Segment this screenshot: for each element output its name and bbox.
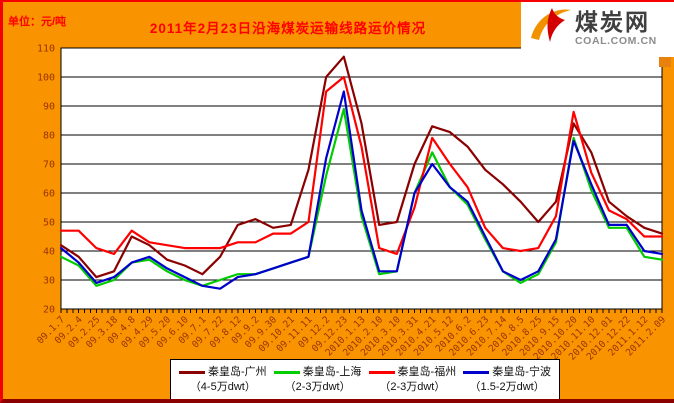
legend-item-fuzhou: 秦皇岛-福州 （2-3万dwt） <box>368 365 457 395</box>
y-axis-label: 110 <box>37 44 55 55</box>
legend-item-shanghai: 秦皇岛-上海 （2-3万dwt） <box>273 365 362 395</box>
legend-series-dwt: （2-3万dwt） <box>379 380 446 393</box>
logo-notch-decoration <box>659 57 671 67</box>
y-axis-label: 50 <box>43 218 55 229</box>
legend-line-swatch <box>463 370 490 374</box>
y-axis-label: 70 <box>43 160 55 171</box>
y-axis-label: 90 <box>43 102 55 113</box>
legend-line-swatch <box>368 370 395 374</box>
legend-series-dwt: （2-3万dwt） <box>284 380 351 393</box>
legend-series-name: 秦皇岛-宁波 <box>492 365 551 378</box>
chart-legend: 秦皇岛-广州 （4-5万dwt） 秦皇岛-上海 （2-3万dwt） 秦皇岛-福州 （2-3… <box>170 359 560 399</box>
legend-item-guangzhou: 秦皇岛-广州 （4-5万dwt） <box>179 365 267 395</box>
y-axis-label: 40 <box>43 247 55 258</box>
y-axis-label: 60 <box>43 189 55 200</box>
y-axis-label: 30 <box>43 276 55 287</box>
legend-series-dwt: （4-5万dwt） <box>189 380 256 393</box>
legend-series-name: 秦皇岛-上海 <box>302 365 362 378</box>
y-axis-label: 100 <box>37 73 55 84</box>
series-line-fuzhou <box>59 75 664 255</box>
series-line-ningbo <box>59 90 664 290</box>
freight-rate-chart: 203040506070809010011009.1.709.2.409.2.2… <box>35 44 668 363</box>
coalcn-logo-icon <box>527 2 573 55</box>
logo-url: COAL.COM.CN <box>575 34 657 47</box>
legend-item-ningbo: 秦皇岛-宁波 （1.5-2万dwt） <box>463 365 551 395</box>
legend-line-swatch <box>273 370 300 374</box>
logo-text: 煤炭网 <box>575 8 650 35</box>
y-axis-label: 20 <box>43 305 55 316</box>
legend-series-name: 秦皇岛-广州 <box>208 365 267 378</box>
y-axis-label: 80 <box>43 131 55 142</box>
legend-series-dwt: （1.5-2万dwt） <box>469 380 545 393</box>
page-title: 2011年2月23日沿海煤炭运输线路运价情况 <box>149 21 427 36</box>
plot-area <box>61 48 662 309</box>
legend-line-swatch <box>179 370 205 374</box>
coalcn-logo: 煤炭网 COAL.COM.CN <box>521 2 674 57</box>
legend-series-name: 秦皇岛-福州 <box>397 365 457 378</box>
unit-label: 单位：元/吨 <box>8 16 67 28</box>
